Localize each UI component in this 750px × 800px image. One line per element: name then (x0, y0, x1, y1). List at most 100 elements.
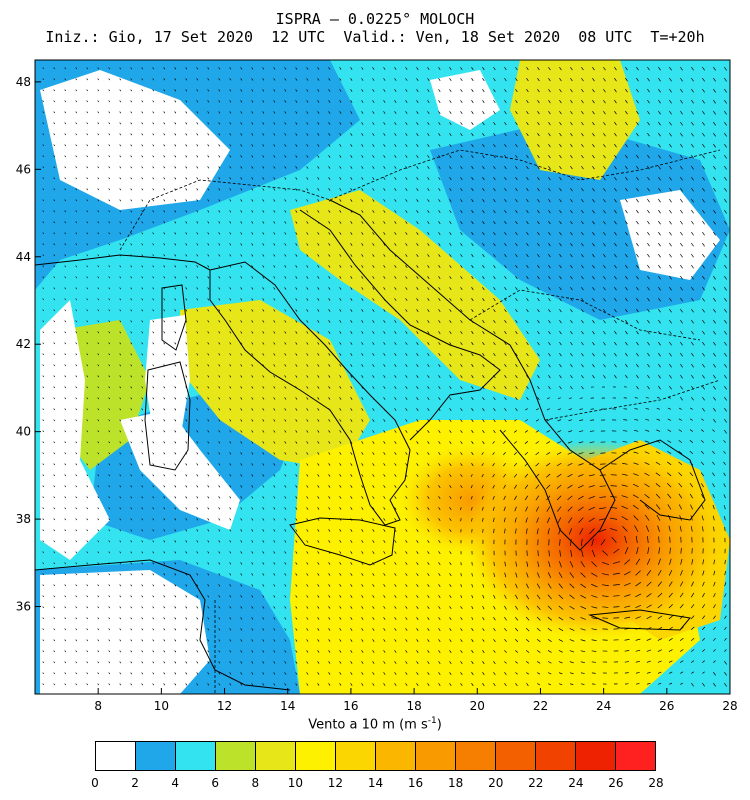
wind-arrow (218, 595, 221, 598)
wind-arrow (581, 363, 584, 368)
wind-arrow (64, 573, 66, 576)
wind-arrow (141, 243, 144, 246)
wind-arrow (460, 375, 463, 379)
wind-arrow (218, 617, 221, 620)
wind-arrow (471, 408, 474, 412)
wind-arrow (284, 309, 287, 312)
wind-arrow (515, 254, 518, 258)
wind-arrow (460, 617, 463, 621)
wind-arrow (350, 221, 353, 224)
wind-arrow (284, 364, 287, 367)
wind-arrow (416, 606, 419, 609)
wind-arrow (394, 100, 397, 103)
wind-arrow (625, 77, 628, 82)
wind-arrow (130, 199, 133, 202)
wind-arrow (724, 132, 727, 137)
wind-arrow (636, 286, 639, 291)
wind-arrow (284, 661, 287, 664)
wind-arrow (405, 276, 408, 279)
wind-arrow (482, 342, 485, 346)
wind-arrow (460, 430, 463, 434)
wind-arrow (535, 495, 540, 501)
wind-arrow (350, 463, 353, 466)
wind-arrow (185, 298, 188, 301)
wind-arrow (262, 419, 265, 422)
wind-arrow (251, 551, 254, 554)
wind-arrow (471, 672, 474, 676)
wind-arrow (53, 573, 55, 576)
wind-arrow (284, 628, 287, 631)
wind-arrow (141, 584, 144, 587)
wind-arrow (679, 525, 682, 532)
wind-arrow (724, 77, 727, 82)
wind-arrow (295, 78, 298, 81)
wind-arrow (328, 254, 331, 257)
wind-arrow (525, 517, 528, 523)
wind-arrow (471, 298, 474, 302)
wind-arrow (621, 516, 628, 521)
wind-arrow (471, 452, 474, 456)
wind-arrow (559, 286, 562, 291)
wind-arrow (130, 78, 133, 81)
wind-arrow (372, 661, 375, 664)
wind-arrow (42, 100, 44, 103)
wind-arrow (350, 573, 353, 576)
wind-arrow (427, 463, 430, 466)
wind-arrow (119, 364, 122, 367)
wind-arrow (559, 297, 562, 302)
wind-arrow (273, 375, 276, 378)
wind-arrow (416, 100, 419, 103)
wind-arrow (218, 166, 221, 169)
colorbar-cell (296, 742, 336, 770)
wind-arrow (163, 309, 166, 312)
wind-arrow (405, 628, 408, 631)
wind-arrow (702, 559, 705, 565)
wind-arrow (724, 429, 727, 434)
wind-arrow (251, 661, 254, 664)
wind-arrow (306, 210, 309, 213)
wind-arrow (251, 441, 254, 444)
wind-arrow (647, 352, 650, 357)
wind-arrow (646, 570, 652, 576)
wind-arrow (536, 594, 541, 600)
wind-arrow (713, 319, 716, 324)
wind-arrow (284, 595, 287, 598)
wind-arrow (702, 154, 705, 159)
wind-arrow (328, 485, 331, 488)
wind-arrow (471, 309, 474, 313)
wind-arrow (567, 484, 573, 489)
wind-arrow (646, 638, 652, 641)
wind-arrow (449, 309, 452, 313)
wind-arrow (614, 341, 617, 346)
wind-arrow (141, 100, 144, 103)
wind-arrow (240, 67, 243, 70)
wind-arrow (218, 89, 221, 92)
wind-arrow (713, 637, 716, 641)
wind-arrow (218, 562, 221, 565)
wind-arrow (97, 254, 100, 257)
wind-arrow (614, 286, 617, 291)
wind-arrow (625, 286, 628, 291)
wind-arrow (75, 122, 78, 125)
wind-arrow (75, 188, 78, 191)
wind-arrow (460, 463, 463, 467)
wind-arrow (262, 375, 265, 378)
wind-arrow (163, 672, 166, 675)
wind-arrow (713, 231, 716, 236)
wind-arrow (504, 89, 507, 93)
wind-arrow (580, 583, 587, 588)
wind-arrow (702, 77, 705, 82)
wind-arrow (526, 386, 529, 390)
wind-arrow (75, 452, 78, 455)
wind-arrow (383, 111, 386, 114)
wind-arrow (372, 474, 375, 477)
wind-arrow (669, 220, 672, 225)
wind-arrow (416, 562, 419, 565)
wind-arrow (196, 111, 199, 114)
wind-arrow (262, 188, 265, 191)
wind-arrow (613, 584, 620, 586)
wind-arrow (449, 496, 452, 500)
wind-arrow (667, 429, 672, 432)
wind-arrow (350, 683, 353, 686)
wind-arrow (108, 133, 111, 136)
